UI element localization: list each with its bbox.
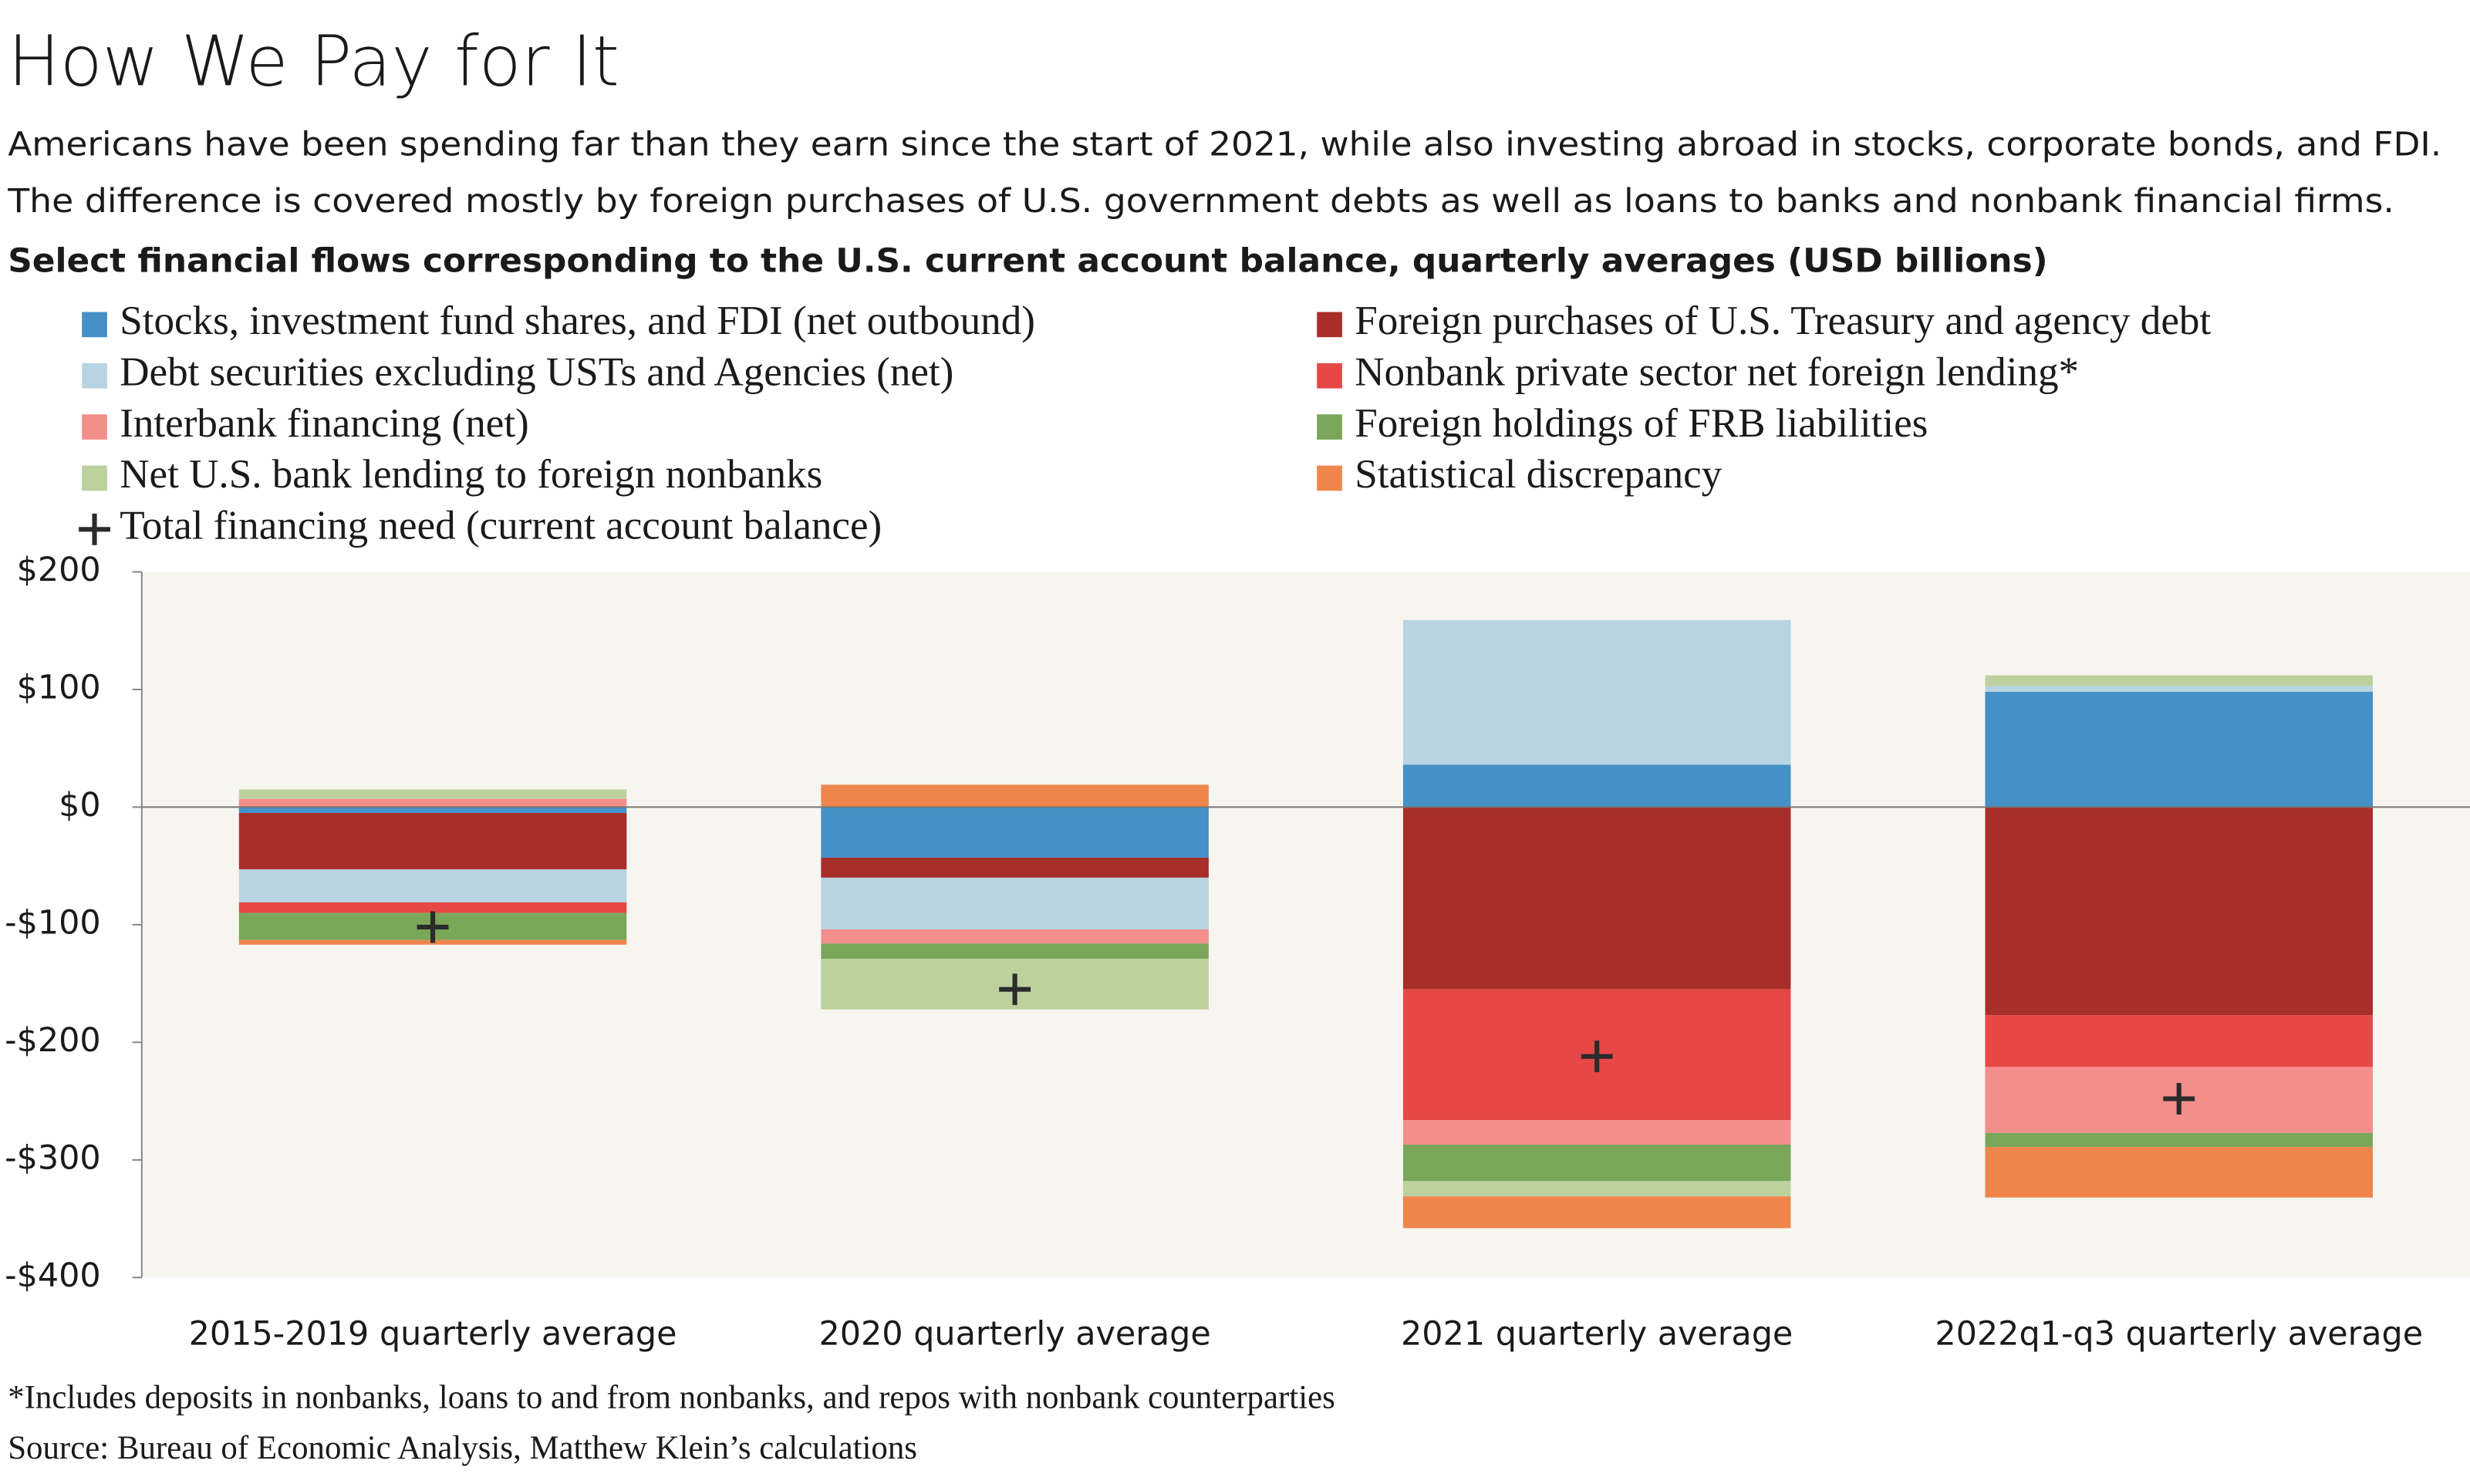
legend-swatch [1317, 363, 1342, 389]
bar-segment [1985, 1147, 2373, 1198]
chart-title: Select financial flows corresponding to … [8, 242, 2048, 281]
bar-segment [1985, 675, 2373, 686]
legend-label: Net U.S. bank lending to foreign nonbank… [120, 452, 822, 497]
legend-swatch [82, 414, 107, 440]
bar-segment [1985, 686, 2373, 692]
y-tick-label: -$200 [5, 1021, 101, 1060]
legend-label: Stocks, investment fund shares, and FDI … [120, 298, 1035, 343]
legend-marker [79, 513, 110, 545]
bar-segment [821, 943, 1209, 960]
legend-label: Debt securities excluding USTs and Agenc… [120, 349, 953, 394]
page-title: How We Pay for It [8, 22, 619, 102]
x-tick-label: 2020 quarterly average [818, 1314, 1210, 1353]
x-tick-label: 2021 quarterly average [1401, 1314, 1793, 1353]
footnote: *Includes deposits in nonbanks, loans to… [8, 1379, 1335, 1415]
y-tick-label: $100 [17, 668, 101, 707]
bar-segment [821, 857, 1209, 878]
bar-segment [238, 813, 627, 870]
legend-swatch [82, 363, 107, 389]
bar-segment [821, 807, 1209, 858]
bar-segment [1402, 1119, 1791, 1145]
bar-segment [821, 929, 1209, 944]
legend-label: Nonbank private sector net foreign lendi… [1355, 349, 2079, 394]
total-marker [2163, 1083, 2195, 1115]
y-tick-label: $200 [17, 551, 101, 589]
y-tick-label: -$100 [5, 903, 101, 942]
total-marker [1581, 1040, 1613, 1073]
bar-segment [1402, 807, 1791, 990]
legend-label: Foreign holdings of FRB liabilities [1355, 401, 1928, 446]
y-tick-label: -$400 [5, 1256, 101, 1295]
bar-segment [1402, 1145, 1791, 1182]
x-tick-label: 2022q1-q3 quarterly average [1935, 1314, 2423, 1353]
subtitle: The difference is covered mostly by fore… [7, 182, 2394, 221]
total-marker [999, 973, 1031, 1006]
bar-segment [238, 869, 627, 902]
x-tick-label: 2015-2019 quarterly average [189, 1314, 677, 1353]
legend-label: Interbank financing (net) [120, 401, 529, 446]
legend-swatch [1317, 465, 1342, 491]
y-tick-label: $0 [59, 786, 101, 825]
legend-label: Foreign purchases of U.S. Treasury and a… [1355, 298, 2211, 343]
bar-segment [821, 784, 1209, 808]
bar-segment [1402, 1196, 1791, 1229]
bar-segment [1985, 1015, 2373, 1067]
legend-label: Statistical discrepancy [1355, 452, 1723, 497]
bar-segment [1402, 619, 1791, 765]
bar-segment [238, 798, 627, 808]
bar-segment [1985, 807, 2373, 1016]
legend-swatch [1317, 312, 1342, 338]
legend-swatch [1317, 414, 1342, 440]
y-tick-label: -$300 [5, 1138, 101, 1177]
bar-segment [1985, 1132, 2373, 1148]
subtitle: Americans have been spending far than th… [8, 126, 2441, 164]
bar-segment [238, 902, 627, 913]
legend-swatch [82, 465, 107, 491]
bar-segment [238, 789, 627, 799]
bar-segment [1402, 764, 1791, 808]
bar-segment [821, 877, 1209, 929]
source: Source: Bureau of Economic Analysis, Mat… [8, 1430, 917, 1466]
bar-segment [1402, 1181, 1791, 1197]
bar-segment [1985, 691, 2373, 808]
total-marker [417, 911, 449, 943]
bar-segment [238, 807, 627, 814]
legend-swatch [82, 312, 107, 338]
legend-label: Total financing need (current account ba… [120, 504, 882, 548]
